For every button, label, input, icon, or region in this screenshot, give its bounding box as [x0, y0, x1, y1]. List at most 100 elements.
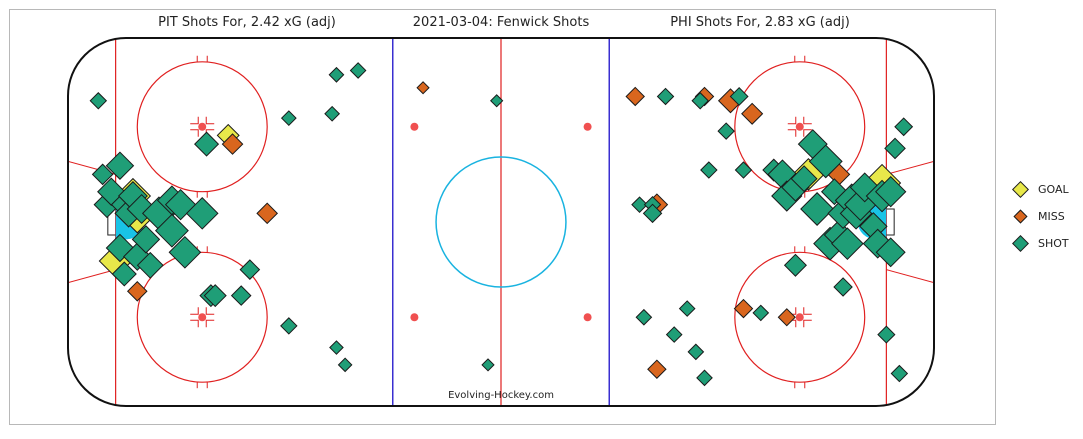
- miss-marker-11: [777, 308, 796, 327]
- shot-marker-72: [884, 137, 906, 160]
- faceoff-hash-3-1: [803, 307, 812, 315]
- left-trapezoid-bottom: [68, 269, 116, 284]
- shot-marker-53: [790, 165, 818, 193]
- shot-marker-38: [656, 87, 675, 106]
- faceoff-hash-0-0: [190, 116, 199, 125]
- shot-marker-76: [890, 364, 909, 383]
- shot-marker-4: [105, 151, 135, 180]
- miss-marker-3: [416, 81, 430, 95]
- neutral-dot-3: [583, 313, 592, 322]
- shot-marker-27: [324, 105, 341, 122]
- faceoff-hash-0-2: [190, 129, 199, 137]
- neutral-dot-2: [583, 122, 592, 131]
- shot-marker-44: [700, 161, 718, 179]
- legend-shot-marker: [1012, 235, 1029, 252]
- miss-marker-2: [256, 202, 279, 225]
- right-team-title: PHI Shots For, 2.83 xG (adj): [670, 15, 850, 30]
- faceoff-circle-3: [734, 251, 866, 383]
- shot-marker-39: [665, 326, 683, 343]
- legend-item-shot: SHOT: [1012, 235, 1069, 252]
- faceoff-dot-0: [198, 122, 207, 131]
- shot-marker-23: [230, 285, 252, 306]
- legend-item-miss: MISS: [1013, 209, 1065, 224]
- shot-marker-45: [717, 122, 735, 140]
- right-trapezoid-top: [886, 160, 934, 175]
- legend-miss-marker: [1013, 209, 1028, 224]
- shot-marker-13: [136, 251, 164, 279]
- shot-marker-56: [808, 144, 843, 179]
- legend-goal-marker: [1012, 181, 1029, 198]
- miss-marker-4: [625, 86, 645, 107]
- miss-marker-1: [221, 133, 244, 155]
- faceoff-circle-0: [136, 61, 268, 193]
- shot-marker-47: [734, 161, 753, 179]
- shot-marker-19: [185, 197, 219, 230]
- faceoff-hash-1-3: [205, 319, 215, 328]
- shot-marker-42: [696, 369, 713, 387]
- miss-marker-9: [741, 102, 764, 125]
- shot-marker-26: [280, 110, 297, 126]
- faceoff-hash-1-0: [190, 307, 199, 315]
- shot-marker-69: [875, 237, 906, 268]
- legend-item-goal: GOAL: [1012, 181, 1070, 198]
- faceoff-hash-1-2: [190, 319, 199, 328]
- shot-marker-29: [329, 340, 344, 355]
- legend: GOAL MISS SHOT: [1012, 181, 1070, 252]
- right-trapezoid-bottom: [886, 269, 934, 284]
- shot-marker-22: [203, 284, 227, 308]
- miss-marker-0: [126, 280, 148, 302]
- faceoff-dot-3: [795, 313, 804, 322]
- shot-marker-30: [337, 357, 353, 373]
- watermark: Evolving-Hockey.com: [448, 390, 554, 401]
- faceoff-hash-2-1: [803, 116, 812, 125]
- shot-marker-15: [154, 213, 189, 248]
- shot-marker-46: [729, 87, 749, 106]
- legend-label-miss: MISS: [1038, 210, 1065, 223]
- shot-marker-20: [194, 131, 220, 157]
- shot-marker-1: [91, 163, 114, 186]
- shot-marker-35: [635, 308, 653, 326]
- shot-marker-32: [490, 94, 504, 108]
- shot-marker-31: [349, 62, 367, 79]
- faceoff-hash-3-3: [803, 319, 812, 328]
- legend-label-shot: SHOT: [1038, 237, 1069, 250]
- shot-marker-40: [678, 300, 696, 317]
- shot-marker-73: [783, 253, 807, 277]
- left-team-title: PIT Shots For, 2.42 xG (adj): [158, 15, 336, 30]
- shot-marker-33: [481, 358, 495, 372]
- shot-marker-41: [687, 343, 705, 361]
- miss-marker-5: [647, 359, 667, 379]
- faceoff-hash-1-1: [205, 307, 215, 315]
- miss-marker-10: [733, 298, 754, 319]
- shot-marker-48: [752, 304, 770, 322]
- shot-marker-6: [111, 261, 137, 287]
- shot-marker-24: [239, 259, 261, 280]
- faceoff-hash-2-2: [787, 129, 797, 137]
- shot-marker-16: [168, 235, 202, 269]
- neutral-dot-1: [410, 313, 419, 322]
- shot-marker-71: [894, 117, 914, 137]
- shot-marker-0: [89, 92, 108, 110]
- faceoff-dot-2: [795, 122, 804, 131]
- shot-marker-37: [642, 203, 663, 224]
- shot-marker-70: [875, 176, 907, 208]
- shot-marker-34: [631, 196, 648, 214]
- shot-marker-43: [691, 92, 709, 110]
- shot-marker-61: [831, 227, 864, 260]
- shot-marker-12: [131, 225, 161, 254]
- shot-marker-74: [833, 277, 853, 297]
- faceoff-hash-0-1: [205, 116, 215, 125]
- faceoff-hash-2-3: [803, 129, 812, 137]
- legend-label-goal: GOAL: [1038, 183, 1070, 196]
- shot-marker-75: [877, 325, 896, 344]
- right-net: [886, 208, 895, 236]
- shot-marker-25: [280, 317, 298, 335]
- faceoff-circle-1: [136, 251, 268, 383]
- center-circle: [435, 156, 567, 288]
- shot-marker-28: [328, 66, 345, 83]
- shot-marker-55: [800, 192, 835, 226]
- neutral-dot-0: [410, 122, 419, 131]
- faceoff-dot-1: [198, 313, 207, 322]
- faceoff-hash-2-0: [787, 116, 797, 125]
